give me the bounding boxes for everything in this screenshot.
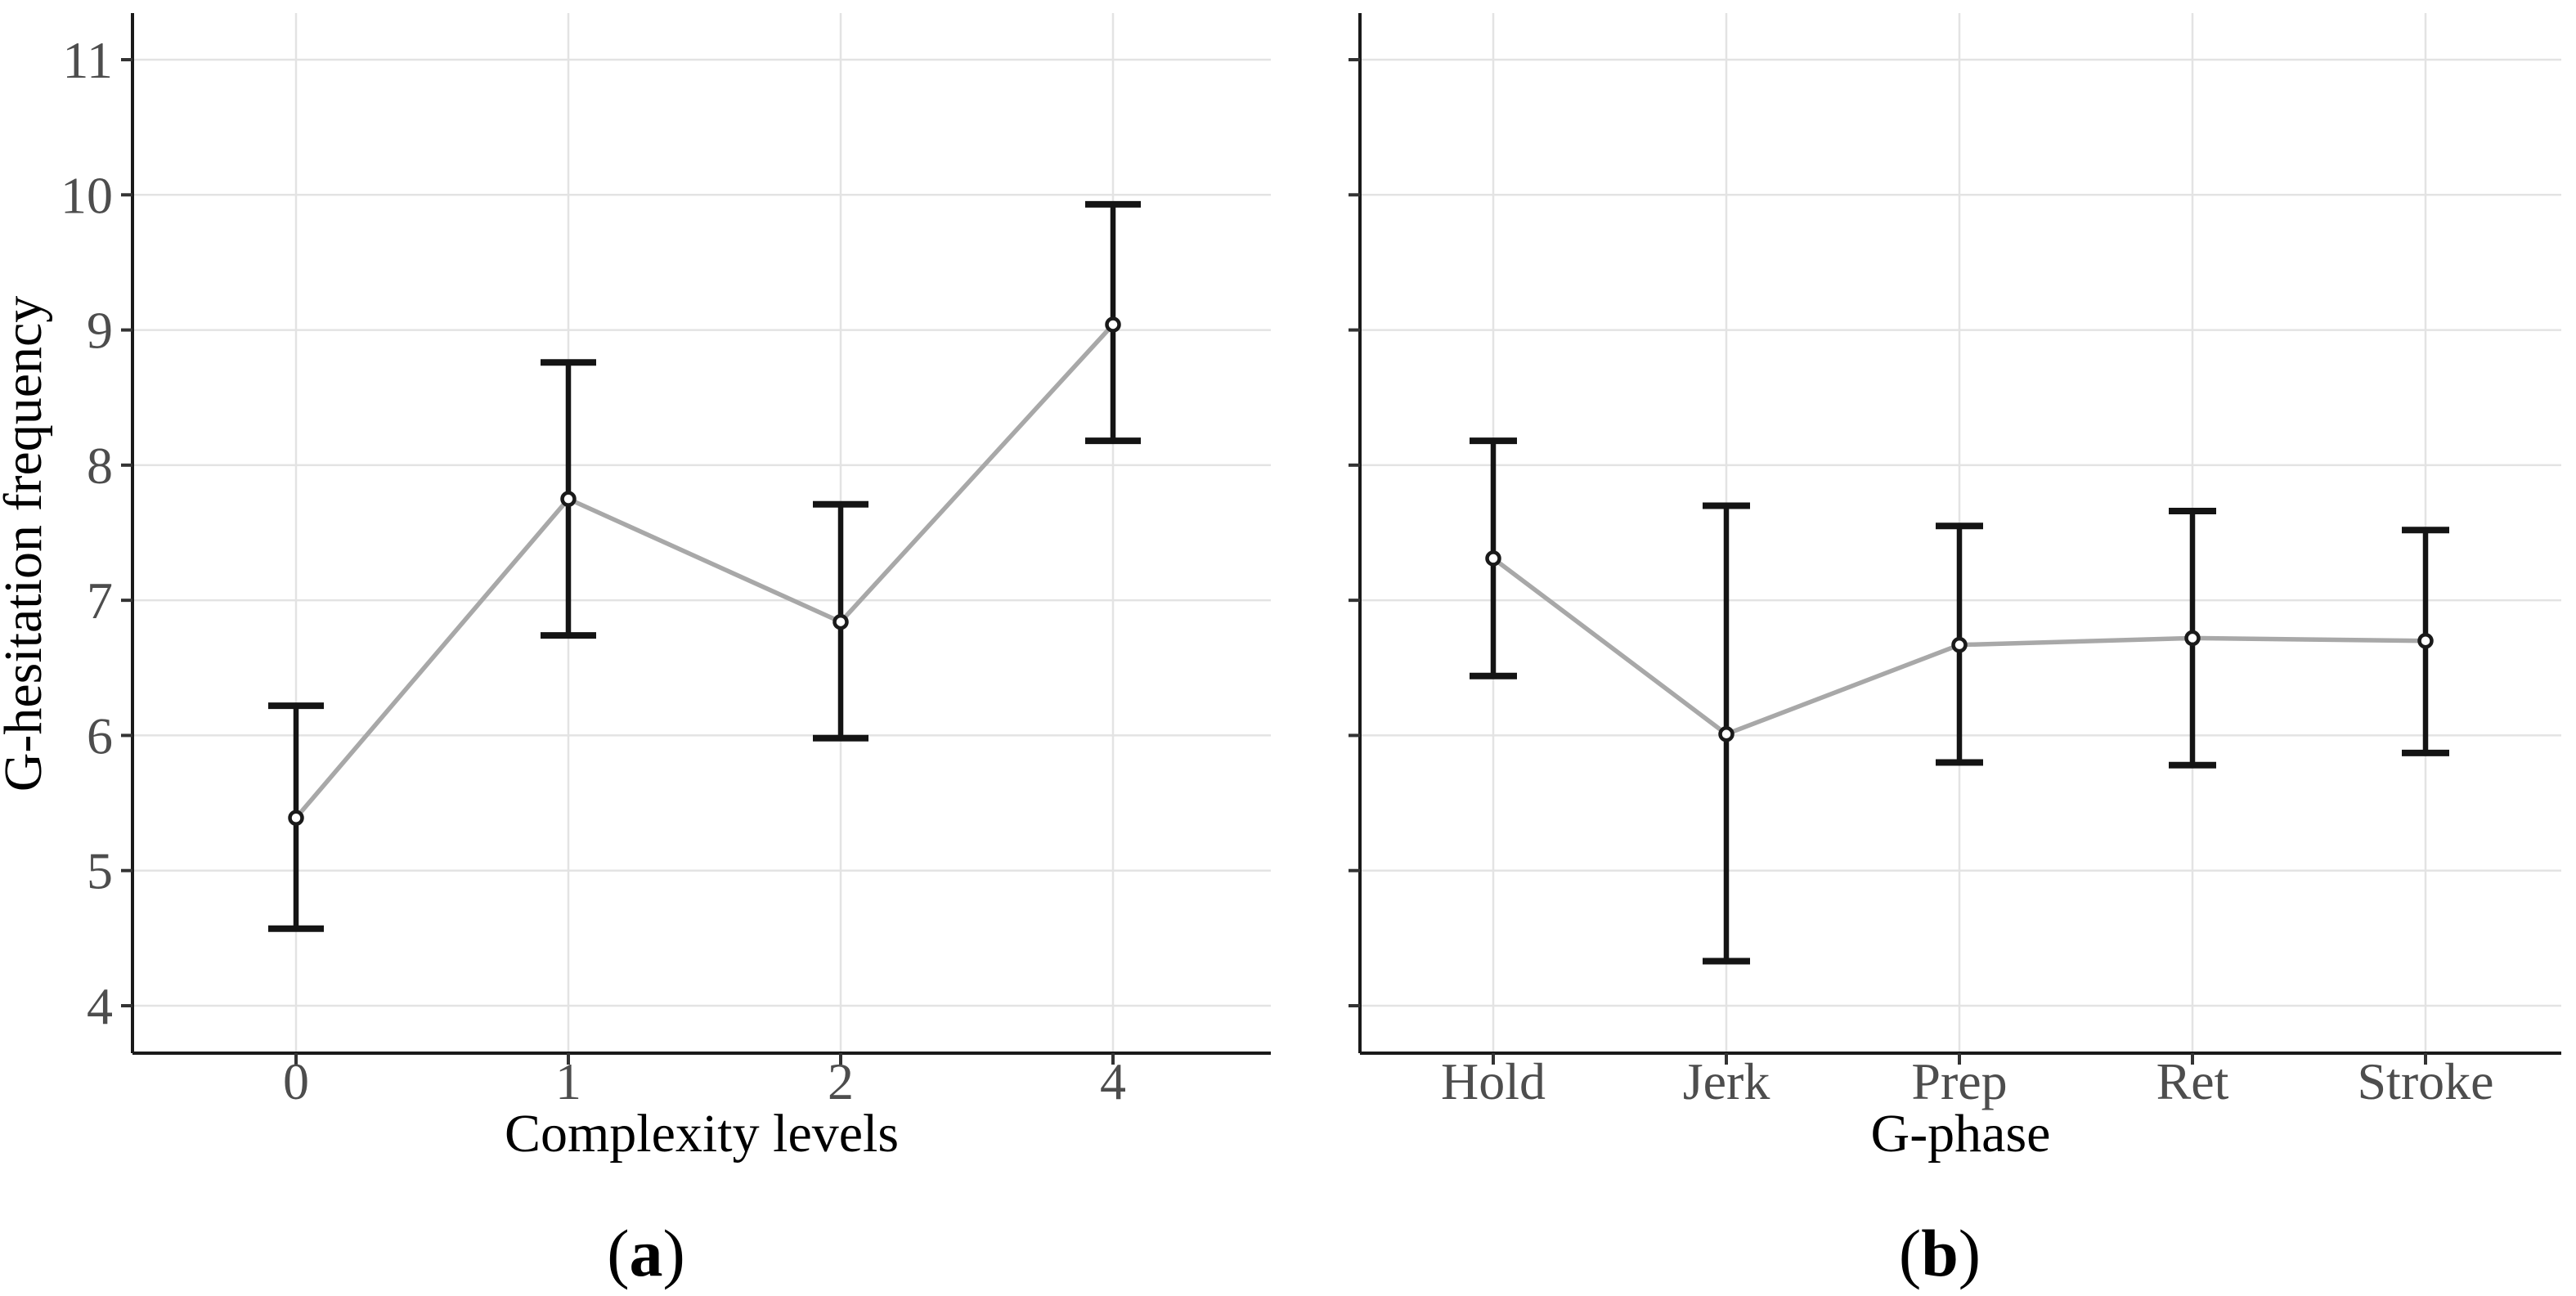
y-axis-title: G-hesitation frequency <box>0 296 53 792</box>
data-point-marker <box>560 491 577 507</box>
x-tick-label: 2 <box>828 1052 854 1110</box>
x-tick-label: 1 <box>555 1052 581 1110</box>
trend-line <box>294 323 1115 820</box>
data-point-marker <box>2184 630 2201 647</box>
chart-panel-b: Hold Jerk Prep Ret Stroke G-phase (b) <box>1349 13 2561 1290</box>
x-tick-label: Ret <box>2156 1052 2229 1110</box>
x-tick-label: 4 <box>1100 1052 1126 1110</box>
chart-panel-a: 4 5 6 7 8 9 10 11 0 1 2 4 Complexity levels G-hesitat… <box>0 13 1271 1290</box>
data-point-marker <box>1105 316 1121 333</box>
x-axis-title: G-phase <box>1871 1104 2051 1164</box>
panel-caption-b: (b) <box>1899 1216 1981 1290</box>
data-point-marker <box>832 613 849 630</box>
y-tick-label: 6 <box>87 706 113 765</box>
data-point-marker <box>288 809 304 827</box>
data-point-marker <box>2417 632 2434 649</box>
y-tick-label: 8 <box>87 437 113 495</box>
y-tick-label: 9 <box>87 302 113 360</box>
y-tick-label: 4 <box>87 977 113 1035</box>
y-tick-label: 5 <box>87 842 113 900</box>
x-tick-label: Hold <box>1441 1052 1546 1110</box>
data-point-marker <box>1951 636 1968 653</box>
x-tick-label: Prep <box>1911 1052 2007 1110</box>
x-tick-label: Stroke <box>2357 1052 2493 1110</box>
data-point-marker <box>1485 550 1501 567</box>
x-tick-label: 0 <box>283 1052 309 1110</box>
x-tick-label: Jerk <box>1683 1052 1770 1110</box>
y-tick-label: 10 <box>61 166 113 224</box>
x-axis-title: Complexity levels <box>505 1104 899 1164</box>
y-tick-label: 11 <box>62 31 113 89</box>
panel-caption-a: (a) <box>607 1216 685 1290</box>
y-tick-label: 7 <box>87 572 113 630</box>
data-point-marker <box>1718 726 1735 742</box>
